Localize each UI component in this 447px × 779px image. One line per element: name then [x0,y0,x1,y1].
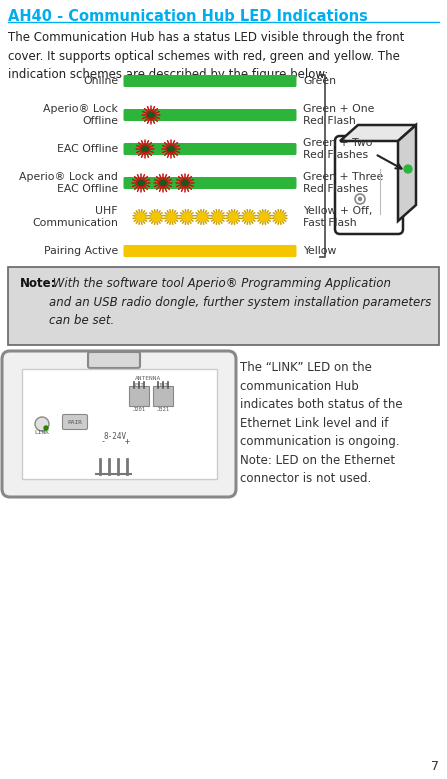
Ellipse shape [142,146,148,151]
FancyBboxPatch shape [22,369,217,479]
Text: AH40 - Communication Hub LED Indications: AH40 - Communication Hub LED Indications [8,9,368,24]
Ellipse shape [182,181,188,185]
Circle shape [404,165,412,173]
Text: Pairing Active: Pairing Active [44,246,118,256]
Text: INT: INT [158,383,168,388]
Circle shape [136,213,145,221]
Circle shape [245,213,253,221]
Circle shape [137,179,145,187]
Text: J321: J321 [156,407,169,412]
Text: PAIR: PAIR [67,420,83,425]
FancyBboxPatch shape [335,136,403,234]
FancyBboxPatch shape [153,386,173,406]
Circle shape [167,213,176,221]
Circle shape [260,213,268,221]
FancyBboxPatch shape [123,245,296,257]
FancyBboxPatch shape [123,75,296,87]
Text: EXT: EXT [134,383,144,388]
Text: J201: J201 [132,407,146,412]
FancyBboxPatch shape [123,109,296,121]
FancyBboxPatch shape [123,143,296,155]
Text: ANTENNA: ANTENNA [135,376,161,381]
Circle shape [167,145,175,153]
FancyBboxPatch shape [123,177,296,189]
Text: Online: Online [83,76,118,86]
Circle shape [198,213,207,221]
Circle shape [181,179,189,187]
Text: Green + Three
Red Flashes: Green + Three Red Flashes [303,172,383,194]
FancyBboxPatch shape [88,352,140,368]
Text: UHF
Communication: UHF Communication [32,206,118,228]
Text: LINK: LINK [34,430,50,435]
Circle shape [229,213,237,221]
Text: With the software tool Aperio® Programming Application
and an USB radio dongle, : With the software tool Aperio® Programmi… [49,277,431,327]
Text: Green + Two
Red Flashes: Green + Two Red Flashes [303,138,372,160]
Ellipse shape [138,181,144,185]
Text: -: - [101,437,105,446]
Polygon shape [398,125,416,221]
Circle shape [147,111,155,119]
Circle shape [35,417,49,431]
FancyBboxPatch shape [2,351,236,497]
Ellipse shape [168,146,174,151]
Circle shape [44,426,48,430]
Text: Green + One
Red Flash: Green + One Red Flash [303,104,375,126]
Circle shape [141,145,149,153]
Text: The “LINK” LED on the
communication Hub
indicates both status of the
Ethernet Li: The “LINK” LED on the communication Hub … [240,361,403,485]
Text: Aperio® Lock
Offline: Aperio® Lock Offline [43,104,118,126]
Ellipse shape [148,113,154,118]
Text: 7: 7 [431,760,439,773]
Text: +: + [125,437,130,446]
Circle shape [275,213,284,221]
Text: The Communication Hub has a status LED visible through the front
cover. It suppo: The Communication Hub has a status LED v… [8,31,405,81]
Text: Yellow: Yellow [303,246,337,256]
Text: Aperio® Lock and
EAC Offline: Aperio® Lock and EAC Offline [19,172,118,194]
Text: EAC Offline: EAC Offline [57,144,118,154]
Text: Green: Green [303,76,336,86]
Circle shape [152,213,160,221]
Text: Note:: Note: [20,277,56,290]
Circle shape [159,179,167,187]
Text: 8-24V: 8-24V [103,432,127,441]
Circle shape [358,198,362,200]
Circle shape [183,213,191,221]
Polygon shape [340,125,416,141]
FancyBboxPatch shape [63,414,88,429]
FancyBboxPatch shape [8,267,439,345]
Text: Yellow + Off,
Fast Flash: Yellow + Off, Fast Flash [303,206,372,228]
Ellipse shape [160,181,166,185]
Circle shape [214,213,222,221]
FancyBboxPatch shape [129,386,149,406]
